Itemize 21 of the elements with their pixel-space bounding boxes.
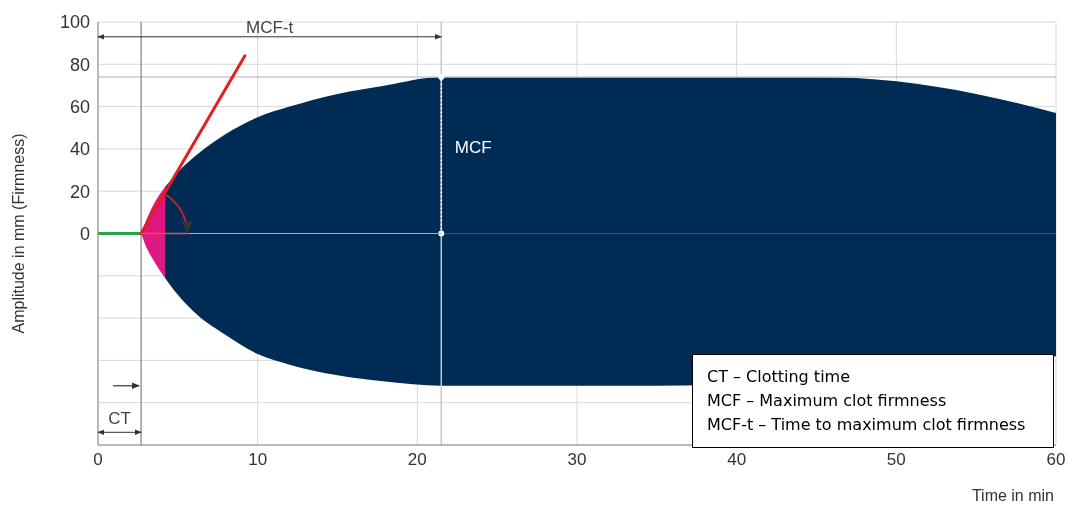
y-tick-label: 40 xyxy=(69,139,90,160)
x-tick-label: 60 xyxy=(1046,450,1066,470)
y-tick-label: 0 xyxy=(79,223,90,244)
annotation: MCF xyxy=(454,138,492,158)
x-tick-label: 30 xyxy=(567,450,587,470)
y-tick-label: 100 xyxy=(59,12,90,33)
x-tick-label: 40 xyxy=(727,450,747,470)
x-tick-label: 0 xyxy=(93,450,103,470)
annotation: MCF – Maximum clot firmness xyxy=(706,390,948,413)
x-tick-label: 20 xyxy=(407,450,427,470)
annotation: CT xyxy=(108,409,131,429)
x-tick-label: 50 xyxy=(886,450,906,470)
x-axis-title: Time in min xyxy=(971,487,1054,504)
annotation: MCF-t – Time to maximum clot firmness xyxy=(706,414,1027,437)
annotation: MCF-t xyxy=(246,17,294,37)
y-axis-title: Amplitude in mm (Firmness) xyxy=(9,133,27,334)
x-tick-label: 10 xyxy=(248,450,268,470)
y-tick-label: 60 xyxy=(69,96,90,117)
y-tick-label: 20 xyxy=(69,181,90,202)
annotation: CT – Clotting time xyxy=(706,366,851,389)
y-tick-label: 80 xyxy=(69,54,90,75)
